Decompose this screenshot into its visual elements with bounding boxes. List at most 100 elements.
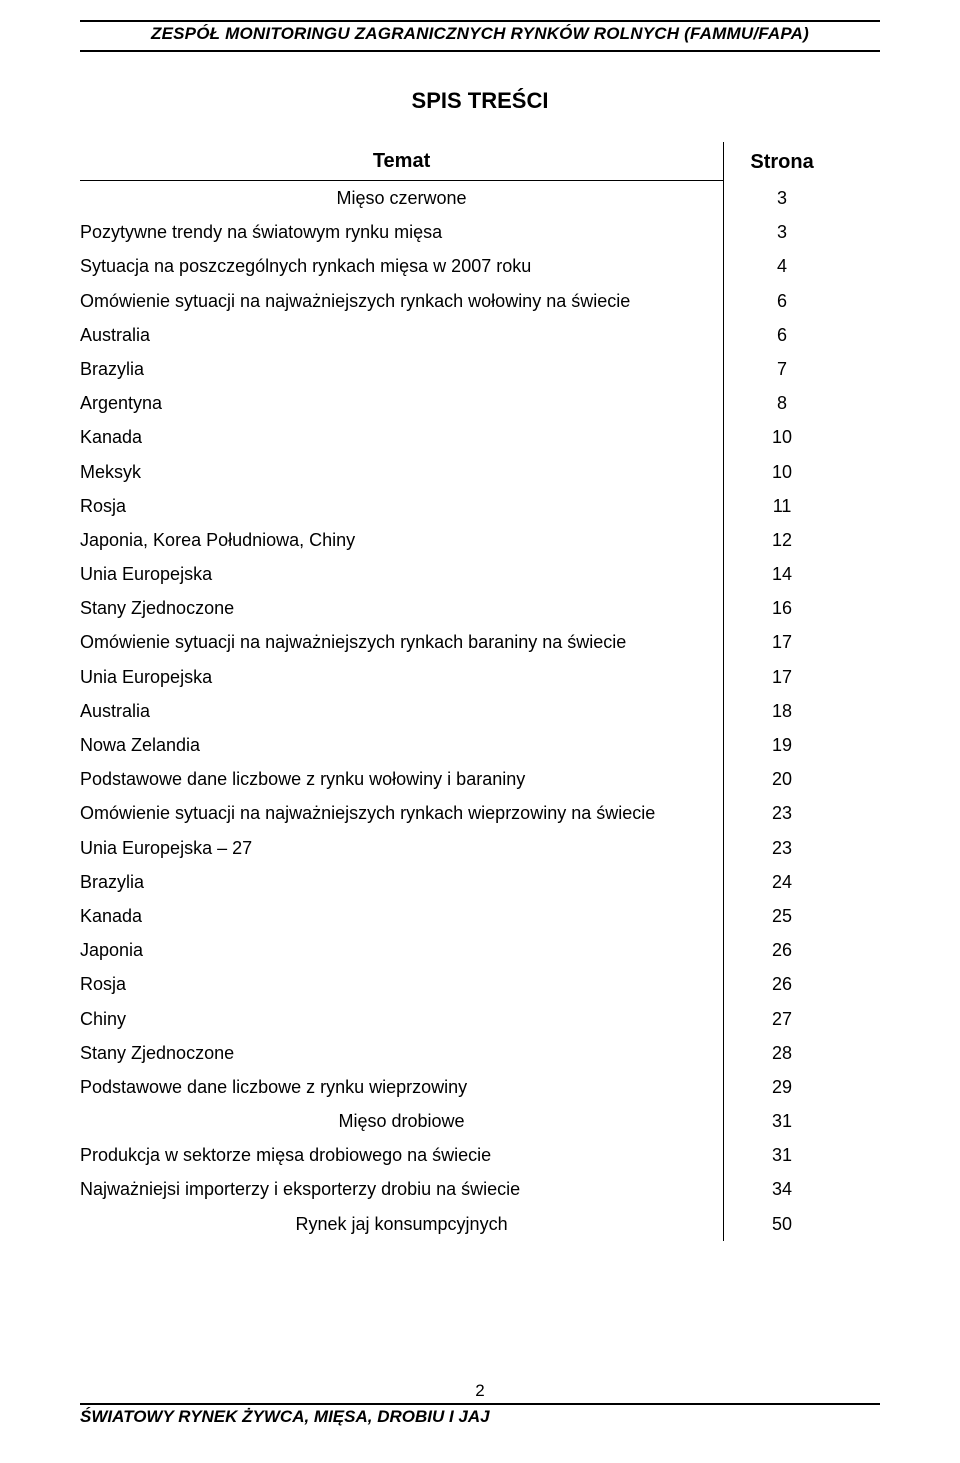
toc-topic: Nowa Zelandia — [80, 728, 724, 762]
toc-row: Omówienie sytuacji na najważniejszych ry… — [80, 625, 840, 659]
toc-row: Rosja26 — [80, 967, 840, 1001]
toc-page: 3 — [724, 181, 840, 216]
toc-row: Rosja11 — [80, 489, 840, 523]
toc-page: 17 — [724, 660, 840, 694]
toc-page: 14 — [724, 557, 840, 591]
toc-page: 3 — [724, 215, 840, 249]
toc-page: 28 — [724, 1036, 840, 1070]
toc-row: Unia Europejska17 — [80, 660, 840, 694]
toc-row: Mięso czerwone3 — [80, 181, 840, 216]
toc-row: Stany Zjednoczone28 — [80, 1036, 840, 1070]
toc-row: Podstawowe dane liczbowe z rynku wieprzo… — [80, 1070, 840, 1104]
toc-row: Meksyk10 — [80, 455, 840, 489]
toc-row: Chiny27 — [80, 1002, 840, 1036]
toc-topic: Unia Europejska — [80, 660, 724, 694]
toc-topic: Mięso czerwone — [80, 181, 724, 216]
toc-topic: Mięso drobiowe — [80, 1104, 724, 1138]
page-footer: 2 ŚWIATOWY RYNEK ŻYWCA, MIĘSA, DROBIU I … — [80, 1381, 880, 1427]
toc-body: Temat Strona Mięso czerwone3Pozytywne tr… — [80, 142, 840, 1241]
toc-topic: Rosja — [80, 967, 724, 1001]
toc-topic: Australia — [80, 318, 724, 352]
toc-topic: Omówienie sytuacji na najważniejszych ry… — [80, 625, 724, 659]
toc-header-row: Temat Strona — [80, 142, 840, 181]
toc-topic: Omówienie sytuacji na najważniejszych ry… — [80, 284, 724, 318]
toc-page: 10 — [724, 420, 840, 454]
toc-topic: Argentyna — [80, 386, 724, 420]
toc-page: 6 — [724, 284, 840, 318]
toc-topic: Omówienie sytuacji na najważniejszych ry… — [80, 796, 724, 830]
toc-row: Brazylia7 — [80, 352, 840, 386]
toc-topic: Pozytywne trendy na światowym rynku mięs… — [80, 215, 724, 249]
toc-topic: Kanada — [80, 420, 724, 454]
toc-topic: Rynek jaj konsumpcyjnych — [80, 1207, 724, 1241]
toc-topic: Stany Zjednoczone — [80, 591, 724, 625]
toc-topic: Unia Europejska – 27 — [80, 831, 724, 865]
toc-topic: Podstawowe dane liczbowe z rynku wołowin… — [80, 762, 724, 796]
header-title: ZESPÓŁ MONITORINGU ZAGRANICZNYCH RYNKÓW … — [80, 24, 880, 44]
toc-row: Omówienie sytuacji na najważniejszych ry… — [80, 796, 840, 830]
toc-row: Produkcja w sektorze mięsa drobiowego na… — [80, 1138, 840, 1172]
toc-row: Podstawowe dane liczbowe z rynku wołowin… — [80, 762, 840, 796]
toc-row: Australia18 — [80, 694, 840, 728]
toc-topic: Sytuacja na poszczególnych rynkach mięsa… — [80, 249, 724, 283]
toc-row: Pozytywne trendy na światowym rynku mięs… — [80, 215, 840, 249]
toc-topic: Unia Europejska — [80, 557, 724, 591]
toc-row: Argentyna8 — [80, 386, 840, 420]
toc-row: Unia Europejska – 2723 — [80, 831, 840, 865]
toc-page: 7 — [724, 352, 840, 386]
page: ZESPÓŁ MONITORINGU ZAGRANICZNYCH RYNKÓW … — [0, 0, 960, 1463]
toc-topic: Australia — [80, 694, 724, 728]
toc-page: 26 — [724, 933, 840, 967]
toc-page: 50 — [724, 1207, 840, 1241]
toc-page: 11 — [724, 489, 840, 523]
toc-row: Nowa Zelandia19 — [80, 728, 840, 762]
document-title: SPIS TREŚCI — [80, 88, 880, 114]
toc-topic: Stany Zjednoczone — [80, 1036, 724, 1070]
toc-topic: Brazylia — [80, 865, 724, 899]
toc-header-topic: Temat — [80, 142, 724, 181]
toc-topic: Japonia — [80, 933, 724, 967]
footer-label: ŚWIATOWY RYNEK ŻYWCA, MIĘSA, DROBIU I JA… — [80, 1407, 880, 1427]
toc-page: 27 — [724, 1002, 840, 1036]
toc-page: 23 — [724, 796, 840, 830]
toc-topic: Rosja — [80, 489, 724, 523]
toc-row: Kanada25 — [80, 899, 840, 933]
toc-row: Kanada10 — [80, 420, 840, 454]
toc-page: 12 — [724, 523, 840, 557]
toc-row: Australia6 — [80, 318, 840, 352]
toc-row: Unia Europejska14 — [80, 557, 840, 591]
toc-page: 20 — [724, 762, 840, 796]
toc-page: 4 — [724, 249, 840, 283]
toc-page: 18 — [724, 694, 840, 728]
toc-row: Omówienie sytuacji na najważniejszych ry… — [80, 284, 840, 318]
toc-page: 17 — [724, 625, 840, 659]
toc-page: 8 — [724, 386, 840, 420]
toc-row: Najważniejsi importerzy i eksporterzy dr… — [80, 1172, 840, 1206]
toc-topic: Podstawowe dane liczbowe z rynku wieprzo… — [80, 1070, 724, 1104]
toc-row: Sytuacja na poszczególnych rynkach mięsa… — [80, 249, 840, 283]
toc-page: 19 — [724, 728, 840, 762]
toc-page: 24 — [724, 865, 840, 899]
toc-page: 29 — [724, 1070, 840, 1104]
toc-page: 26 — [724, 967, 840, 1001]
header-rule-bottom — [80, 46, 880, 52]
toc-row: Brazylia24 — [80, 865, 840, 899]
toc-page: 31 — [724, 1138, 840, 1172]
toc-page: 34 — [724, 1172, 840, 1206]
toc-table: Temat Strona Mięso czerwone3Pozytywne tr… — [80, 142, 840, 1241]
toc-topic: Chiny — [80, 1002, 724, 1036]
toc-row: Japonia, Korea Południowa, Chiny12 — [80, 523, 840, 557]
toc-topic: Japonia, Korea Południowa, Chiny — [80, 523, 724, 557]
toc-row: Rynek jaj konsumpcyjnych50 — [80, 1207, 840, 1241]
toc-topic: Meksyk — [80, 455, 724, 489]
toc-topic: Produkcja w sektorze mięsa drobiowego na… — [80, 1138, 724, 1172]
toc-row: Stany Zjednoczone16 — [80, 591, 840, 625]
toc-topic: Najważniejsi importerzy i eksporterzy dr… — [80, 1172, 724, 1206]
toc-topic: Brazylia — [80, 352, 724, 386]
toc-page: 23 — [724, 831, 840, 865]
toc-page: 6 — [724, 318, 840, 352]
page-number: 2 — [80, 1381, 880, 1401]
header-rule-top — [80, 20, 880, 22]
toc-row: Mięso drobiowe31 — [80, 1104, 840, 1138]
toc-header-page: Strona — [724, 142, 840, 181]
